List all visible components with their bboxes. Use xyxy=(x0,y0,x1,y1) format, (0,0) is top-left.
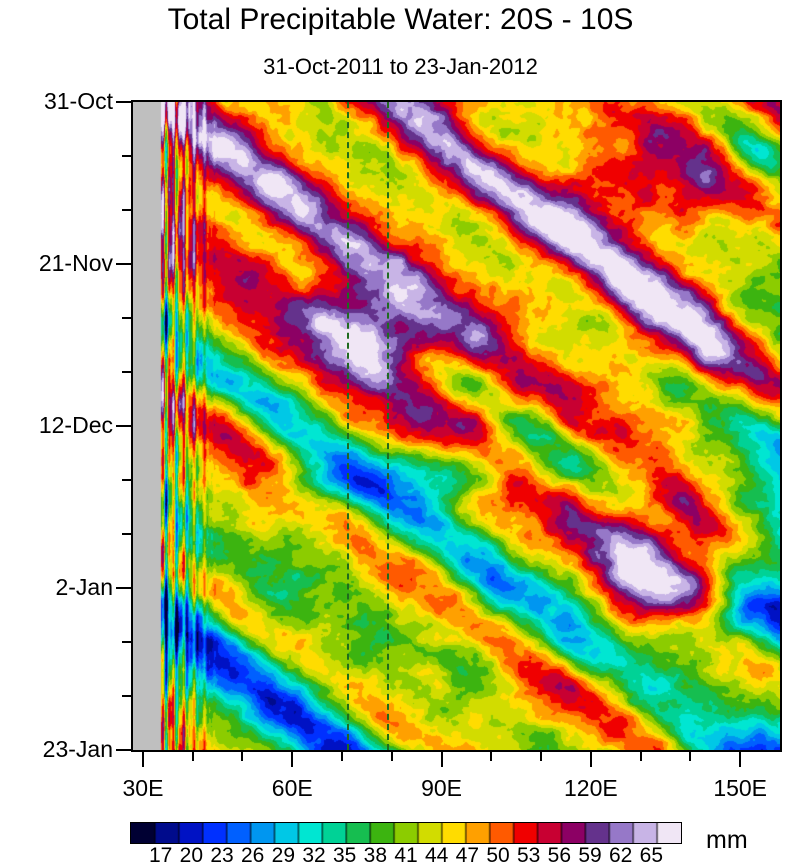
x-tick-minor xyxy=(191,752,194,761)
y-tick-minor xyxy=(122,533,131,535)
colorbar-tick-label: 50 xyxy=(486,844,510,867)
x-axis-tick-label: 120E xyxy=(564,775,618,801)
x-tick-minor xyxy=(341,752,344,761)
y-axis-tick-label: 31-Oct xyxy=(43,88,113,114)
y-tick-major xyxy=(116,749,131,751)
x-tick-minor xyxy=(689,752,692,761)
x-tick-major xyxy=(141,752,144,767)
colorbar-tick-label: 23 xyxy=(210,844,234,867)
y-tick-minor xyxy=(122,695,131,697)
x-tick-major xyxy=(589,752,592,767)
y-tick-minor xyxy=(122,641,131,643)
colorbar-tick-label: 26 xyxy=(240,844,265,867)
y-tick-major xyxy=(116,587,131,589)
page-subtitle: 31-Oct-2011 to 23-Jan-2012 xyxy=(263,54,538,79)
y-tick-minor xyxy=(122,155,131,157)
y-tick-major xyxy=(116,425,131,427)
x-tick-minor xyxy=(490,752,493,761)
x-axis-tick-label: 90E xyxy=(421,775,463,801)
colorbar-tick-label: 29 xyxy=(271,844,296,867)
colorbar-units-label: mm xyxy=(706,826,748,854)
y-tick-minor xyxy=(122,317,131,319)
x-tick-major xyxy=(739,752,742,767)
y-tick-major xyxy=(116,101,131,103)
colorbar-tick-label: 47 xyxy=(455,844,480,867)
y-tick-minor xyxy=(122,479,131,481)
y-axis-tick-label: 12-Dec xyxy=(38,412,113,438)
colorbar-tick-label: 17 xyxy=(148,844,173,867)
x-axis-tick-label: 30E xyxy=(122,775,164,801)
colorbar-tick-label: 56 xyxy=(547,844,572,867)
reference-line xyxy=(386,102,389,750)
colorbar-tick-label: 59 xyxy=(578,844,602,867)
x-tick-minor xyxy=(241,752,244,761)
colorbar-tick-label: 44 xyxy=(424,844,449,867)
x-tick-major xyxy=(440,752,443,767)
reference-line xyxy=(347,102,349,750)
x-tick-minor xyxy=(390,752,393,761)
x-tick-major xyxy=(291,752,294,767)
x-tick-minor xyxy=(639,752,642,761)
x-tick-minor xyxy=(540,752,543,761)
page-title: Total Precipitable Water: 20S - 10S xyxy=(167,3,634,36)
colorbar-tick-label: 32 xyxy=(302,844,326,867)
y-axis-tick-label: 21-Nov xyxy=(38,250,113,276)
colorbar-gradient xyxy=(130,822,682,844)
colorbar-tick-label: 65 xyxy=(639,844,664,867)
y-tick-major xyxy=(116,263,131,265)
y-axis-tick-label: 2-Jan xyxy=(55,574,113,600)
heatmap-field xyxy=(133,102,780,750)
plot-area xyxy=(131,100,782,752)
y-tick-minor xyxy=(122,371,131,373)
y-tick-minor xyxy=(122,209,131,211)
colorbar-tick-label: 38 xyxy=(363,844,388,867)
x-axis-tick-label: 60E xyxy=(271,775,313,801)
x-axis-tick-label: 150E xyxy=(713,775,768,801)
colorbar-tick-label: 53 xyxy=(516,844,541,867)
colorbar-tick-label: 20 xyxy=(179,844,204,867)
colorbar xyxy=(130,822,682,844)
colorbar-tick-label: 35 xyxy=(332,844,357,867)
colorbar-tick-label: 41 xyxy=(394,844,418,867)
y-axis-tick-label: 23-Jan xyxy=(42,736,113,762)
colorbar-tick-label: 62 xyxy=(608,844,633,867)
